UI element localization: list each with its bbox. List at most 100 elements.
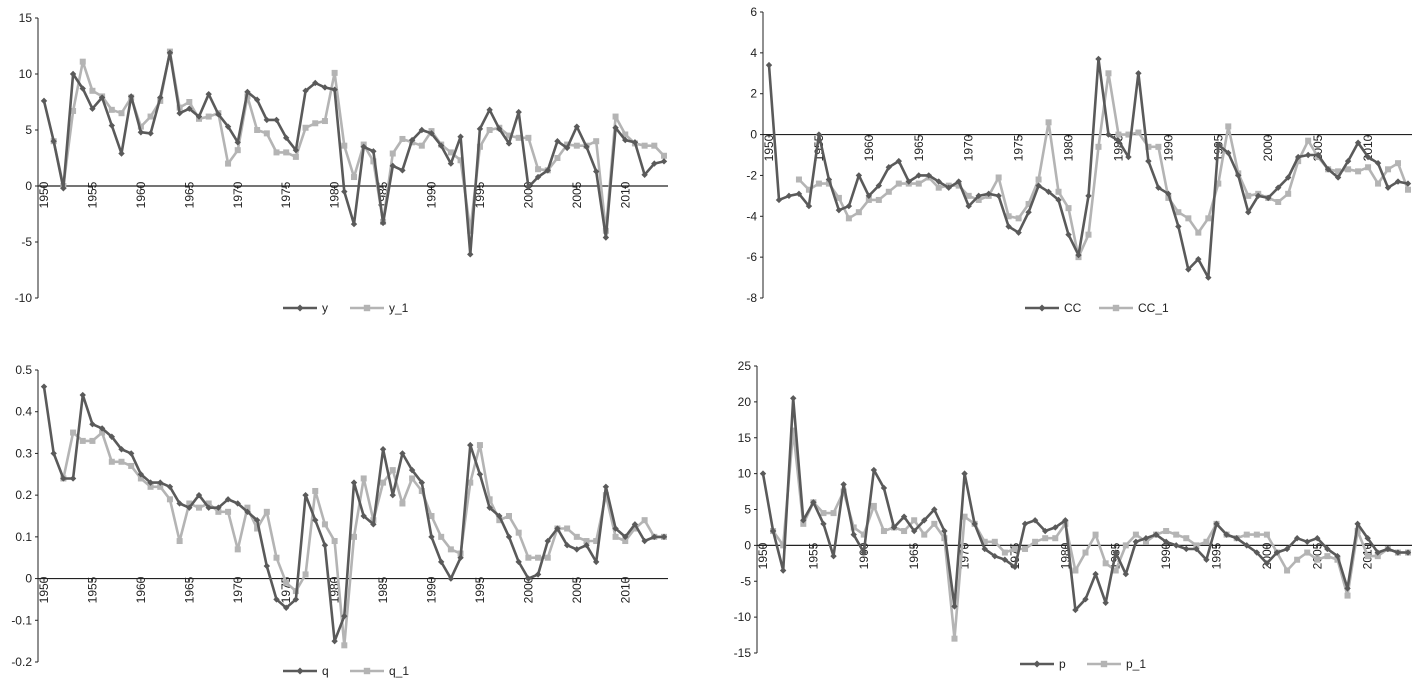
data-point <box>900 513 908 520</box>
data-point <box>302 87 309 94</box>
data-point <box>1132 538 1140 545</box>
data-point <box>331 637 338 645</box>
data-point <box>370 521 377 528</box>
data-point <box>166 483 174 490</box>
data-point <box>1305 137 1312 144</box>
data-point <box>845 202 853 210</box>
data-point <box>612 124 619 131</box>
legend-label: q_1 <box>389 664 409 678</box>
data-point <box>965 192 972 199</box>
data-point <box>1085 231 1092 238</box>
data-point <box>360 143 367 150</box>
data-point <box>931 506 938 513</box>
data-point <box>505 533 513 541</box>
data-point <box>399 500 406 507</box>
data-point <box>147 479 154 486</box>
data-point <box>127 93 135 100</box>
data-point <box>985 190 992 198</box>
data-point <box>389 467 396 474</box>
data-point <box>69 475 77 482</box>
data-point <box>965 202 972 210</box>
data-point <box>612 113 619 120</box>
x-tick-label: 2010 <box>618 181 632 208</box>
series-CC_1 <box>795 70 1411 261</box>
x-tick-label: 2010 <box>1361 134 1375 161</box>
data-point <box>1142 538 1149 545</box>
legend-label: CC <box>1064 301 1082 315</box>
data-point <box>60 185 67 192</box>
x-tick-label: 1965 <box>182 576 196 603</box>
data-point <box>108 433 116 440</box>
data-point <box>525 554 532 561</box>
series-line-p_1 <box>772 429 1408 640</box>
data-point <box>341 612 348 620</box>
data-point <box>995 192 1002 200</box>
data-point <box>921 531 928 538</box>
data-point <box>1283 545 1291 553</box>
y-tick-label: 0 <box>25 572 32 586</box>
data-point <box>1135 70 1142 77</box>
x-tick-label: 1975 <box>279 576 293 603</box>
data-point <box>234 139 241 146</box>
data-point <box>1015 215 1022 222</box>
data-point <box>1304 151 1312 159</box>
data-point <box>564 525 571 532</box>
data-point <box>935 178 942 185</box>
data-point <box>312 120 319 127</box>
y-tick-label: -10 <box>15 291 33 305</box>
data-point <box>166 496 173 503</box>
y-tick-label: 10 <box>19 67 33 81</box>
data-point <box>1304 549 1311 556</box>
data-point <box>1284 567 1291 574</box>
data-point <box>573 142 580 149</box>
data-point <box>350 220 358 228</box>
series-y <box>40 49 668 258</box>
data-point <box>1162 538 1170 545</box>
data-point <box>186 99 193 105</box>
data-point <box>1082 595 1089 603</box>
data-point <box>895 157 902 165</box>
data-point <box>505 140 513 147</box>
data-point <box>915 172 922 179</box>
data-point <box>244 504 251 511</box>
data-point <box>785 192 793 200</box>
data-point <box>457 133 464 140</box>
legend-marker <box>363 667 371 675</box>
data-point <box>1173 531 1180 538</box>
data-point <box>195 113 203 120</box>
data-point <box>302 491 309 499</box>
data-point <box>1223 531 1230 538</box>
data-point <box>137 471 145 478</box>
legend-label: CC_1 <box>1138 301 1169 315</box>
data-point <box>496 512 503 520</box>
legend: y y_1 <box>283 301 409 315</box>
data-point <box>1404 180 1412 187</box>
y-tick-label: -5 <box>740 574 751 588</box>
y-tick-label: 10 <box>738 467 752 481</box>
data-point <box>234 147 241 154</box>
data-point <box>951 635 958 642</box>
data-point <box>544 167 551 174</box>
data-point <box>1005 213 1012 220</box>
data-point <box>1132 531 1139 538</box>
data-point <box>1085 192 1092 200</box>
data-point <box>820 520 827 528</box>
data-point <box>1015 229 1022 236</box>
y-tick-label: 20 <box>738 395 752 409</box>
data-point <box>1045 119 1052 126</box>
data-point <box>1045 188 1052 195</box>
data-point <box>224 496 232 503</box>
data-point <box>147 130 154 137</box>
legend-marker <box>296 667 304 675</box>
data-point <box>1344 157 1352 165</box>
data-point <box>1213 520 1220 528</box>
data-point <box>341 142 348 149</box>
data-point <box>661 152 667 159</box>
data-point <box>835 194 842 201</box>
x-tick-label: 1955 <box>85 576 99 603</box>
data-point <box>215 504 222 511</box>
data-point <box>89 87 96 94</box>
data-point <box>525 183 532 191</box>
data-point <box>1115 131 1122 138</box>
data-point <box>535 166 542 173</box>
